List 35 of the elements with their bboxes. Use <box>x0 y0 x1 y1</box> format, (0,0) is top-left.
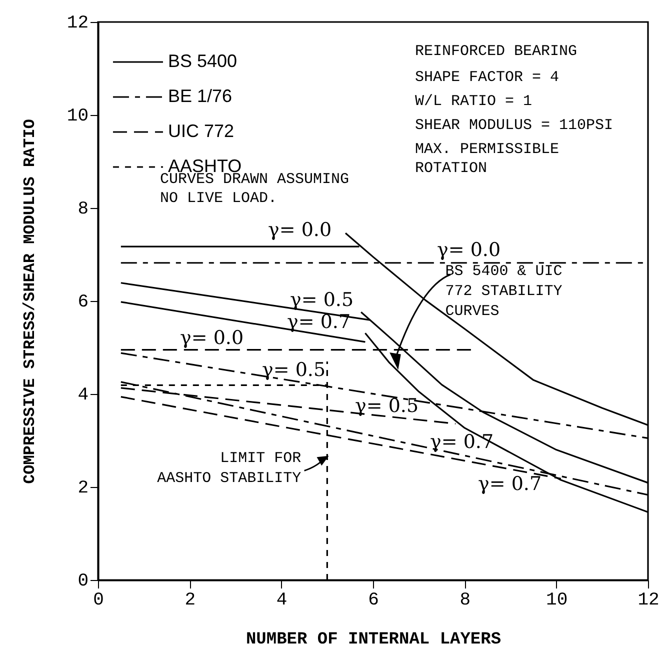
y-tick-label: 10 <box>66 106 88 126</box>
annotation: γ= 0.7 <box>478 473 542 495</box>
x-tick-label: 2 <box>184 590 196 610</box>
x-tick-label: 8 <box>460 590 471 610</box>
y-tick-label: 8 <box>78 200 88 220</box>
x-axis-title: NUMBER OF INTERNAL LAYERS <box>246 630 502 650</box>
annotation: γ= 0.5 <box>355 395 419 417</box>
y-tick-label: 6 <box>78 292 88 312</box>
annotation: γ= 0.5 <box>290 289 354 311</box>
annotation: γ= 0.0 <box>180 327 244 349</box>
annotation: BS 5400 & UIC 772 STABILITY CURVES <box>445 263 562 320</box>
legend-label: UIC 772 <box>168 121 234 141</box>
x-tick-label: 10 <box>546 590 568 610</box>
annotation: REINFORCED BEARING <box>415 43 578 60</box>
annotation: LIMIT FOR AASHTO STABILITY <box>157 450 302 487</box>
y-tick-label: 0 <box>78 572 88 592</box>
y-tick-label: 4 <box>78 386 88 406</box>
legend-label: BS 5400 <box>168 51 238 71</box>
x-tick-label: 12 <box>638 590 660 610</box>
annotation: γ= 0.0 <box>437 239 501 261</box>
y-tick-label: 12 <box>66 14 88 34</box>
y-tick-label: 2 <box>78 478 88 498</box>
x-tick-label: 6 <box>368 590 379 610</box>
annotation: γ= 0.0 <box>268 219 332 241</box>
annotation: γ= 0.5 <box>262 359 326 381</box>
x-tick-label: 0 <box>93 590 104 610</box>
annotation: γ= 0.7 <box>430 431 494 453</box>
annotation: SHEAR MODULUS = 110PSI <box>415 117 614 134</box>
annotation: SHAPE FACTOR = 4 <box>415 69 560 86</box>
y-axis-title: COMPRESSIVE STRESS/SHEAR MODULUS RATIO <box>20 118 39 484</box>
annotation: MAX. PERMISSIBLE ROTATION <box>415 141 560 177</box>
legend-label: BE 1/76 <box>168 86 232 106</box>
annotation: γ= 0.7 <box>287 311 351 333</box>
annotation: W/L RATIO = 1 <box>415 93 532 110</box>
x-tick-label: 4 <box>276 590 288 610</box>
